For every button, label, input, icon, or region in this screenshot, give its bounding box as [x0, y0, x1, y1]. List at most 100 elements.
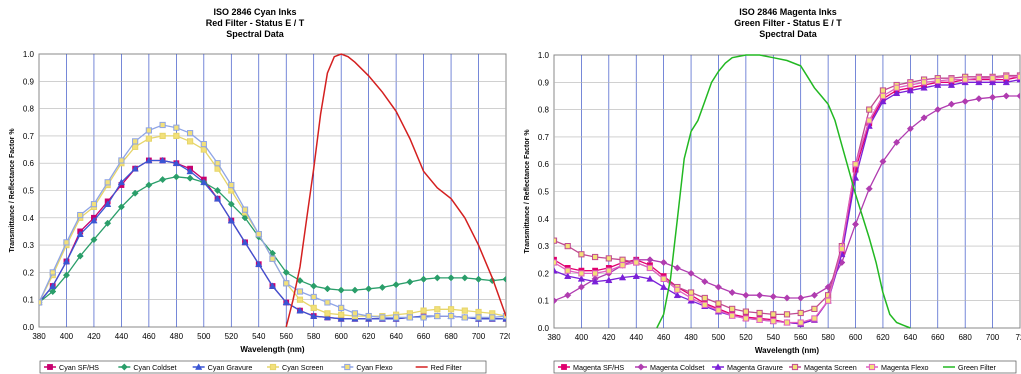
data-point-magenta-coldset — [879, 157, 887, 166]
x-tick-label: 640 — [904, 333, 918, 342]
legend-item-cyan-sf-hs: Cyan SF/HS — [44, 363, 99, 372]
data-point-cyan-screen — [173, 132, 180, 140]
y-axis-label: Transmittance / Reflectance Factor % — [524, 129, 531, 254]
y-tick-label: 0.8 — [538, 106, 550, 115]
data-point-magenta-gravure — [632, 272, 640, 279]
data-point-magenta-gravure — [934, 81, 942, 88]
legend-label: Green Filter — [958, 363, 997, 372]
data-point-cyan-coldset — [159, 176, 167, 184]
data-point-cyan-gravure — [49, 282, 57, 289]
x-tick-label: 540 — [252, 332, 266, 341]
data-point-cyan-gravure — [76, 230, 84, 237]
data-point-magenta-coldset — [797, 294, 805, 302]
data-point-magenta-screen — [783, 311, 791, 318]
data-point-cyan-coldset — [474, 275, 483, 283]
legend-item-cyan-flexo: Cyan Flexo — [341, 363, 393, 372]
data-point-cyan-flexo — [186, 130, 194, 137]
y-tick-label: 0.9 — [538, 78, 550, 87]
legend-label: Cyan Gravure — [208, 363, 253, 372]
data-point-cyan-flexo — [461, 314, 468, 321]
data-point-magenta-flexo — [687, 294, 695, 302]
legend-swatch-marker — [269, 363, 277, 371]
data-point-magenta-flexo — [701, 301, 708, 308]
data-point-magenta-screen — [866, 106, 873, 113]
data-point-magenta-flexo — [633, 259, 640, 266]
data-point-cyan-gravure — [158, 156, 167, 164]
data-point-cyan-screen — [132, 143, 139, 150]
y-tick-label: 0.5 — [538, 188, 550, 197]
x-tick-label: 580 — [821, 333, 835, 342]
legend-label: Magenta SF/HS — [573, 363, 624, 372]
data-point-magenta-coldset — [920, 114, 928, 122]
data-point-magenta-flexo — [1016, 73, 1020, 80]
x-tick-label: 500 — [712, 333, 726, 342]
series-line-green-filter — [656, 54, 911, 329]
data-point-magenta-screen — [605, 255, 612, 262]
x-axis-label: Wavelength (nm) — [240, 345, 304, 354]
data-point-magenta-gravure — [906, 86, 914, 94]
data-point-cyan-flexo — [351, 310, 359, 317]
data-point-magenta-coldset — [769, 293, 777, 301]
data-point-magenta-flexo — [948, 76, 955, 83]
x-tick-label: 680 — [958, 333, 972, 342]
data-point-magenta-screen — [797, 309, 804, 317]
data-point-cyan-flexo — [365, 312, 372, 320]
x-tick-label: 500 — [197, 332, 211, 341]
y-tick-label: 0.5 — [23, 187, 35, 196]
data-point-cyan-gravure — [310, 312, 318, 319]
data-point-cyan-coldset — [145, 181, 153, 189]
y-tick-label: 1.0 — [23, 50, 35, 59]
data-point-magenta-flexo — [660, 275, 667, 282]
data-point-magenta-flexo — [934, 77, 941, 85]
data-point-cyan-gravure — [104, 200, 112, 207]
data-point-cyan-flexo — [173, 124, 180, 131]
data-point-magenta-screen — [592, 253, 599, 261]
data-point-magenta-flexo — [715, 307, 722, 314]
data-point-magenta-flexo — [879, 92, 887, 100]
data-point-cyan-flexo — [393, 314, 400, 321]
series-cyan-flexo — [39, 121, 506, 321]
series-magenta-flexo — [554, 73, 1020, 326]
x-tick-label: 520 — [225, 332, 239, 341]
data-point-magenta-gravure — [879, 97, 887, 105]
data-point-magenta-gravure — [975, 78, 983, 86]
data-point-cyan-coldset — [461, 274, 469, 282]
data-point-cyan-flexo — [132, 138, 139, 145]
data-point-magenta-gravure — [988, 78, 997, 86]
y-axis-label: Transmittance / Reflectance Factor % — [9, 128, 16, 253]
data-point-cyan-gravure — [200, 178, 208, 186]
x-tick-label: 580 — [307, 332, 321, 341]
x-tick-label: 640 — [389, 332, 403, 341]
data-point-magenta-flexo — [838, 245, 845, 252]
data-point-cyan-gravure — [145, 156, 153, 164]
data-point-cyan-coldset — [62, 271, 71, 279]
data-point-magenta-screen — [811, 305, 818, 312]
data-point-cyan-coldset — [227, 200, 235, 208]
x-tick-label: 380 — [32, 332, 46, 341]
legend-item-cyan-coldset: Cyan Coldset — [118, 363, 176, 372]
x-tick-label: 420 — [602, 333, 616, 342]
legend-swatch-marker — [195, 363, 203, 370]
data-point-magenta-gravure — [605, 276, 613, 284]
data-point-magenta-flexo — [797, 319, 804, 326]
data-point-magenta-coldset — [714, 283, 723, 291]
y-tick-label: 0.1 — [23, 296, 35, 305]
data-point-cyan-flexo — [255, 231, 262, 238]
data-point-magenta-flexo — [907, 81, 914, 89]
data-point-magenta-flexo — [646, 264, 654, 272]
data-point-magenta-screen — [619, 256, 626, 263]
data-point-magenta-flexo — [783, 319, 791, 326]
y-tick-label: 0.6 — [23, 159, 35, 168]
data-point-cyan-gravure — [323, 313, 332, 321]
data-point-cyan-flexo — [159, 121, 166, 129]
data-point-magenta-gravure — [577, 275, 586, 282]
data-point-cyan-gravure — [131, 164, 139, 172]
x-tick-label: 72 — [1016, 333, 1021, 342]
data-point-cyan-flexo — [228, 181, 235, 189]
data-point-magenta-coldset — [673, 264, 681, 272]
x-tick-label: 400 — [60, 332, 74, 341]
x-tick-label: 520 — [739, 333, 753, 342]
legend-box — [39, 360, 487, 374]
